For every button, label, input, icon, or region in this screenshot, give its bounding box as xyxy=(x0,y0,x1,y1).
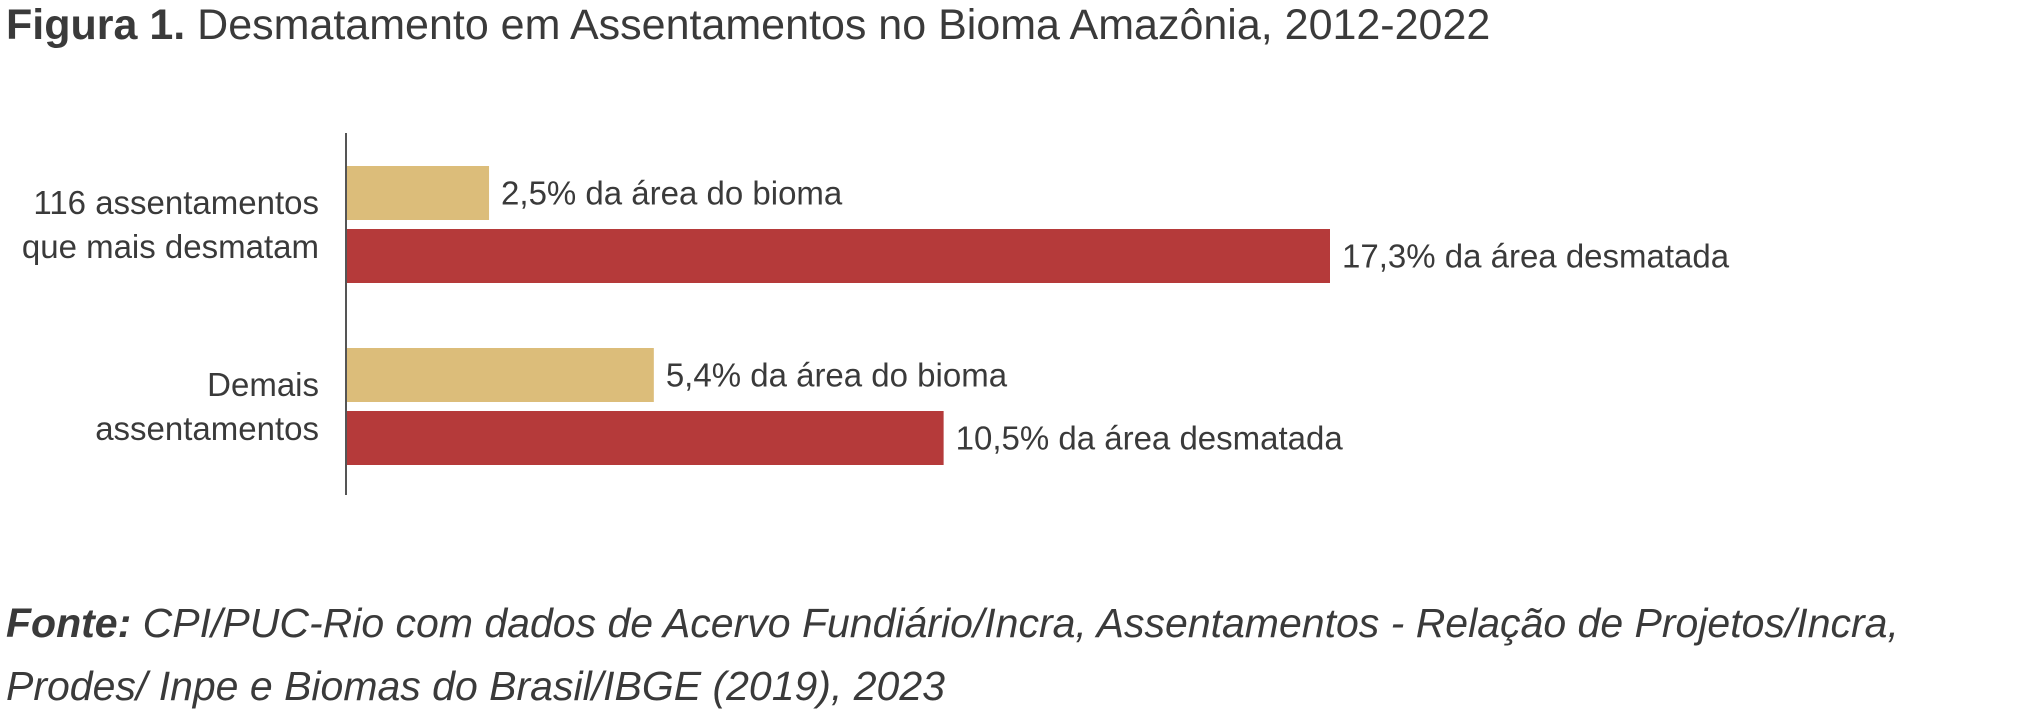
category-label: Demais xyxy=(207,366,319,403)
bar-desmatada xyxy=(347,411,944,465)
bar-desmatada xyxy=(347,229,1330,283)
figure-title: Figura 1. Desmatamento em Assentamentos … xyxy=(6,0,1490,50)
category-label: que mais desmatam xyxy=(22,228,319,265)
source-text: CPI/PUC-Rio com dados de Acervo Fundiári… xyxy=(6,600,1899,709)
category-label: 116 assentamentos xyxy=(33,184,319,221)
bar-chart: 116 assentamentos que mais desmatam Demais… xyxy=(22,133,1730,495)
figure-label: Figura 1. xyxy=(6,1,186,49)
bar-bioma xyxy=(347,166,490,220)
data-label: 2,5% da área do bioma xyxy=(501,175,843,212)
bars-group xyxy=(347,166,1330,465)
bar-bioma xyxy=(347,348,654,402)
data-label: 5,4% da área do bioma xyxy=(666,357,1008,394)
source-label: Fonte: xyxy=(6,600,132,646)
chart-title: Desmatamento em Assentamentos no Bioma A… xyxy=(197,1,1491,49)
data-label: 10,5% da área desmatada xyxy=(956,420,1344,457)
source-note: Fonte: CPI/PUC-Rio com dados de Acervo F… xyxy=(6,592,2016,718)
category-label: assentamentos xyxy=(95,410,319,447)
category-labels-group: 116 assentamentos que mais desmatam Demais… xyxy=(22,184,319,447)
data-label: 17,3% da área desmatada xyxy=(1342,238,1730,275)
data-labels-group: 2,5% da área do bioma 17,3% da área desma… xyxy=(501,175,1730,457)
